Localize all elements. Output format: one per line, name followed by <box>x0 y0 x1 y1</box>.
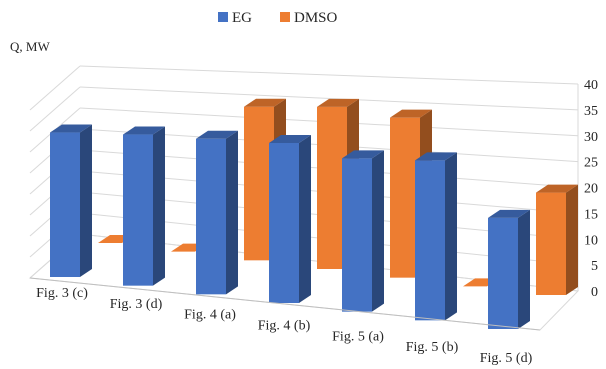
bar <box>415 160 445 321</box>
bar <box>536 192 566 295</box>
bar-side <box>445 152 457 321</box>
x-tick-label: Fig. 5 (a) <box>332 329 384 344</box>
bar-side <box>372 150 384 312</box>
bar-side <box>80 124 92 277</box>
gridline-side <box>29 86 81 132</box>
legend: EG DMSO <box>218 10 338 26</box>
bar-top <box>317 98 359 107</box>
bar <box>269 143 299 303</box>
x-tick-label: Fig. 3 (d) <box>110 297 163 312</box>
bar <box>123 134 153 286</box>
x-tick-label: Fig. 4 (b) <box>258 319 311 334</box>
y-tick-label: 5 <box>591 259 598 274</box>
bar-side <box>226 130 238 295</box>
bar-side <box>299 135 311 303</box>
gridline-side <box>29 65 81 111</box>
bar-side <box>518 209 530 329</box>
axes: 0 5 10 15 20 25 30 35 40 Fig. 3 (c) Fig. 3 (d) Fig.… <box>29 78 598 366</box>
x-tick-label: Fig. 5 (b) <box>406 340 459 355</box>
bar-top <box>488 209 530 218</box>
y-tick-label: 35 <box>584 104 598 119</box>
y-tick-label: 0 <box>591 285 598 300</box>
legend-label: EG <box>232 10 252 26</box>
y-tick-label: 30 <box>584 130 598 145</box>
y-tick-label: 40 <box>584 78 598 93</box>
bar-top <box>415 152 457 161</box>
y-tick-label: 20 <box>584 182 598 197</box>
gridline <box>79 65 579 85</box>
legend-swatch <box>280 12 290 22</box>
bar <box>488 217 518 329</box>
bar-top <box>196 130 238 139</box>
legend-swatch <box>218 12 228 22</box>
gridline <box>79 86 579 111</box>
bar-top <box>269 135 311 143</box>
bar-top <box>390 109 432 118</box>
y-tick-label: 25 <box>584 156 598 171</box>
bar-side <box>153 126 165 286</box>
y-axis-title: Q, MW <box>10 39 50 54</box>
bar <box>50 132 80 277</box>
bar <box>196 138 226 295</box>
x-tick-label: Fig. 3 (c) <box>36 286 88 301</box>
bars <box>50 98 578 329</box>
bar-top <box>342 150 384 159</box>
bar-top <box>536 184 578 193</box>
bar-top <box>50 124 92 133</box>
x-axis-line <box>29 277 541 331</box>
bar <box>342 158 372 312</box>
legend-label: DMSO <box>294 10 338 26</box>
x-tick-label: Fig. 5 (d) <box>480 351 533 366</box>
y-tick-label: 15 <box>584 207 598 222</box>
bar-top <box>123 126 165 135</box>
x-tick-label: Fig. 4 (a) <box>184 308 236 323</box>
y-tick-label: 10 <box>584 233 598 248</box>
bar-top <box>244 98 286 107</box>
bar-side <box>566 184 578 295</box>
